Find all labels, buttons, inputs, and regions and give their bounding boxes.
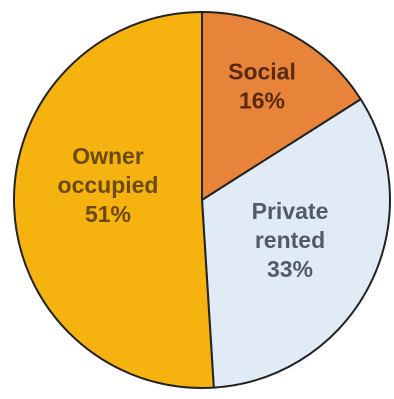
pie-slice-label-2: Private rented 33% [252,198,329,282]
pie-labels: Social 16% Private rented 33% Owner occupied 51… [58,59,329,283]
pie-slice-label-line: 33% [267,256,313,282]
pie-slice-label-1: Social 16% [228,59,296,114]
pie-slice-label-line: 51% [85,201,131,227]
pie-slice-label-line: occupied [58,172,159,198]
pie-slice-label-line: Owner [72,143,144,169]
pie-slice-1 [201,11,362,201]
pie-slice-label-line: 16% [239,88,285,114]
pie-slice-3 [13,11,215,389]
pie-slice-label-line: rented [255,227,325,253]
pie-slice-label-line: Private [252,198,329,224]
pie-slice-label-3: Owner occupied 51% [58,143,159,227]
pie-slice-2 [201,98,391,389]
pie-slices [13,11,391,389]
pie-slice-label-line: Social [228,59,296,85]
